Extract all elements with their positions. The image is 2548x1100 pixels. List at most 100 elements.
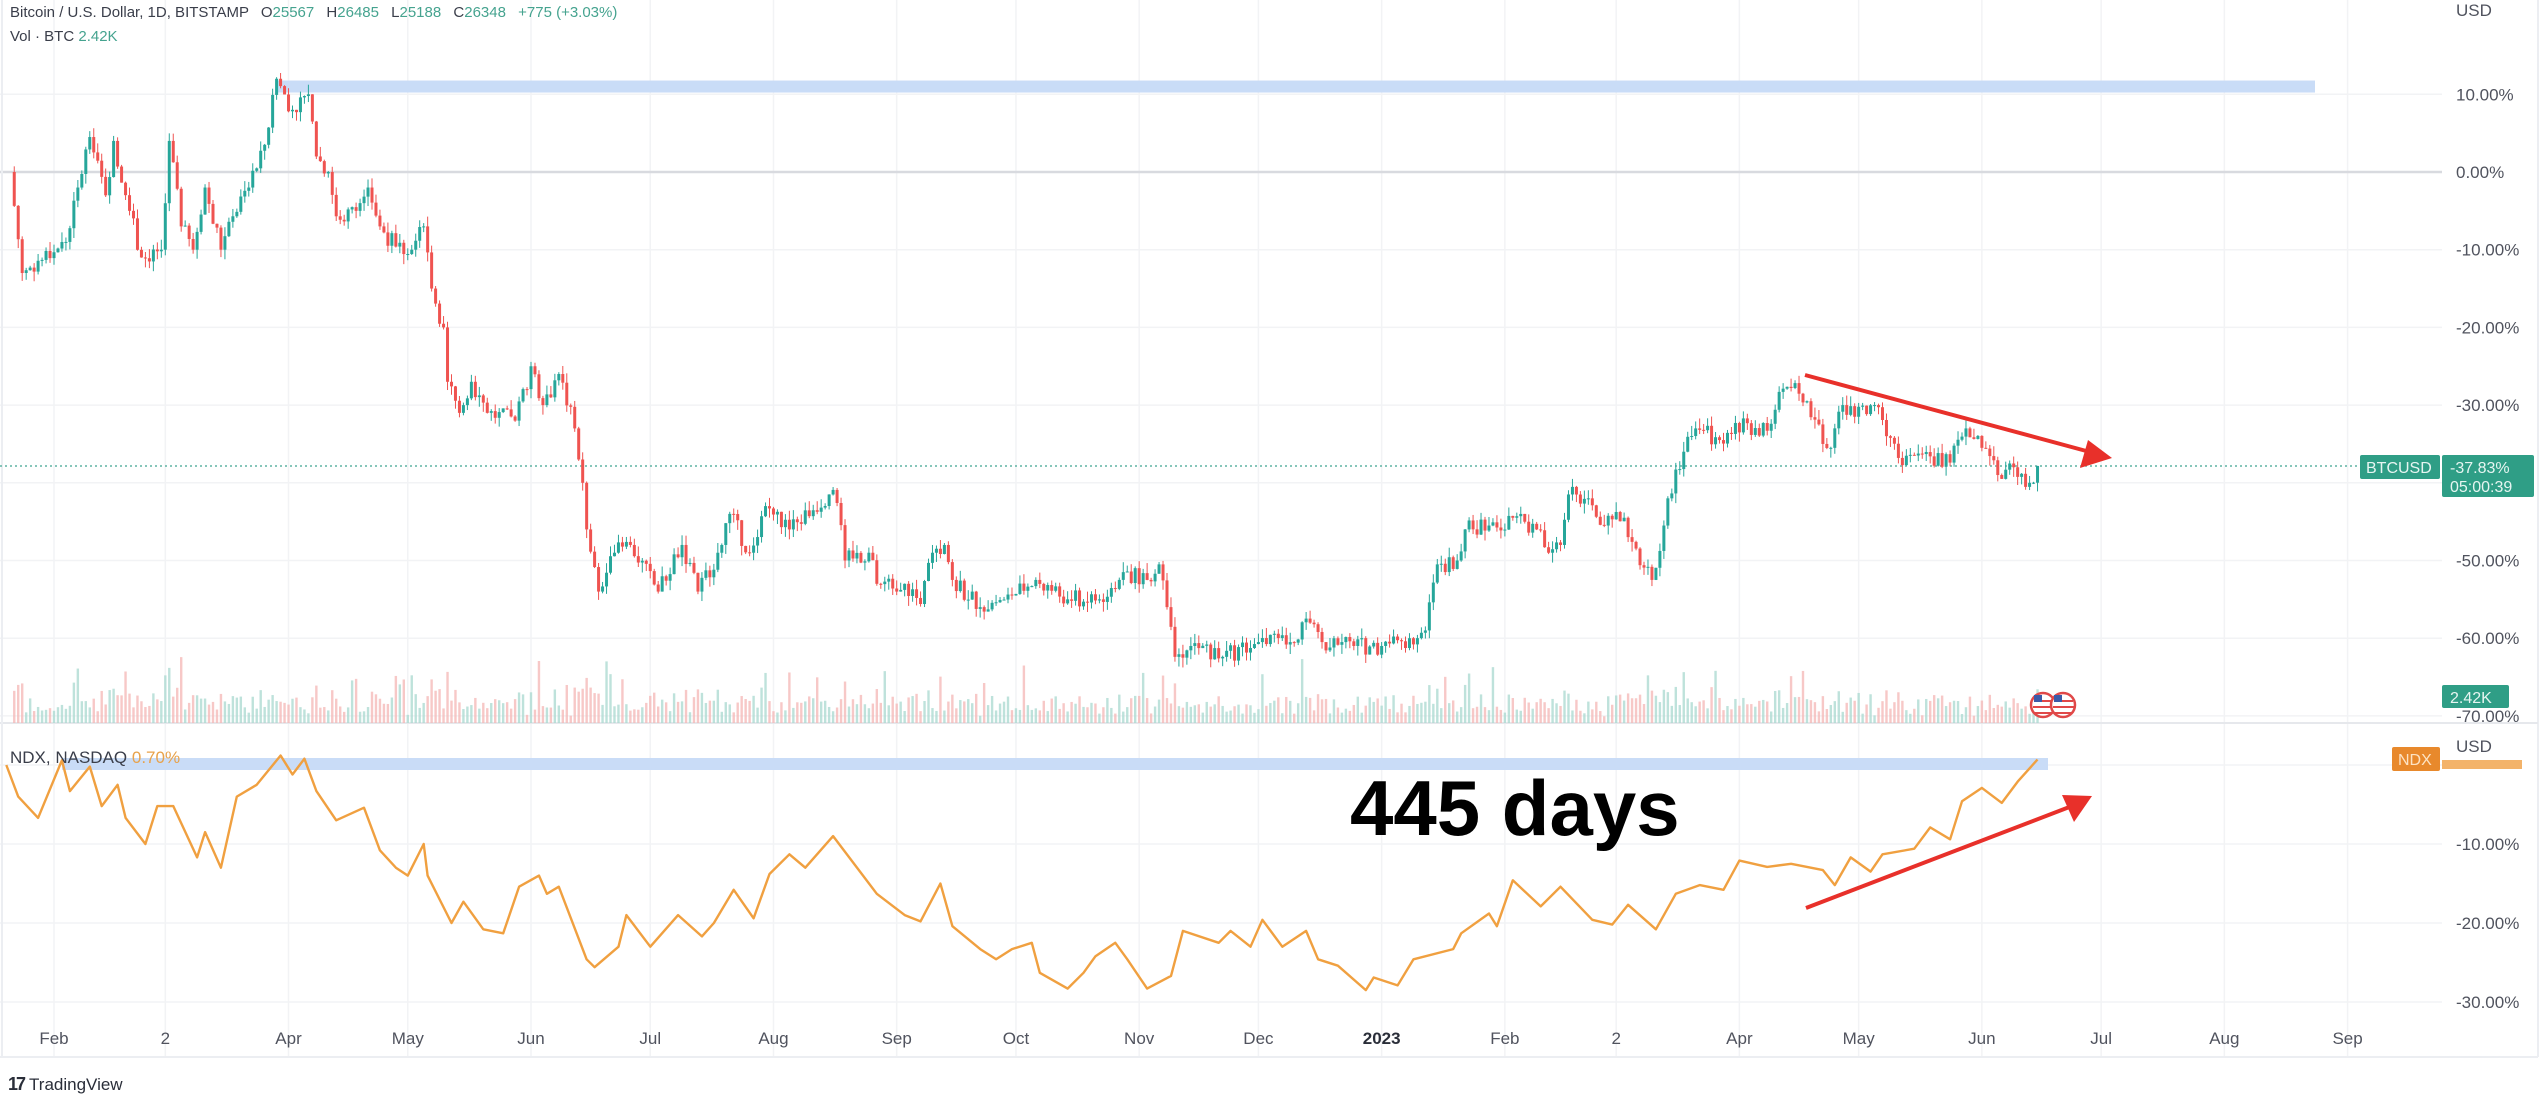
btc-candle [736, 514, 740, 521]
volume-bar [311, 697, 314, 723]
volume-bar [1289, 700, 1292, 723]
lower-price-axis[interactable]: USD -10.00% -20.00% -30.00% [2456, 737, 2519, 1012]
btc-candle [1471, 520, 1475, 530]
volume-bar [1642, 704, 1646, 723]
btc-candle [1614, 511, 1618, 520]
us-flag-icon[interactable] [2049, 691, 2077, 719]
volume-bar [1913, 708, 1916, 723]
btc-candle [708, 570, 712, 578]
volume-bar [1122, 711, 1125, 723]
btc-candle [1177, 654, 1181, 657]
volume-bar [1948, 702, 1952, 723]
volume-bar [899, 701, 902, 723]
volume-bar [605, 661, 608, 723]
volume-bar [1312, 710, 1316, 723]
downtrend-arrow[interactable] [1804, 373, 2112, 468]
btc-candle [1280, 635, 1284, 639]
tradingview-logo[interactable]: 17 TradingView [8, 1074, 123, 1095]
volume-bar [895, 703, 898, 723]
btc-candle [310, 94, 314, 122]
btc-candle [434, 288, 438, 304]
btc-level-band[interactable] [276, 80, 2316, 93]
volume-bar [716, 689, 720, 723]
volume-bar [505, 702, 509, 723]
btc-candle [585, 482, 589, 530]
volume-legend[interactable]: Vol · BTC 2.42K [10, 28, 118, 45]
uptrend-arrow[interactable] [1805, 795, 2092, 910]
ndx-level-band[interactable] [61, 758, 2049, 770]
btc-candle [322, 161, 326, 174]
volume-bar [756, 707, 759, 723]
volume-bar [1038, 710, 1041, 723]
btc-candle [2028, 482, 2032, 487]
btc-candle [155, 249, 159, 252]
btc-candle [787, 519, 791, 530]
volume-bar [617, 704, 620, 723]
volume-bar [943, 710, 946, 723]
volume-bar [1861, 713, 1864, 723]
volume-bar [1853, 700, 1856, 723]
btc-candle [1213, 648, 1217, 660]
volume-bar [1742, 697, 1745, 723]
lower-axis-tick: -20.00% [2456, 914, 2519, 933]
symbol-legend[interactable]: Bitcoin / U.S. Dollar, 1D, BITSTAMP O255… [10, 4, 617, 21]
time-axis[interactable]: Feb 2 Apr May Jun Jul Aug Sep Oct Nov Dec 2023 Feb 2 A… [39, 1029, 2362, 1048]
open-value: 25567 [272, 4, 315, 21]
volume-bar [1527, 702, 1530, 723]
btc-candle [1252, 644, 1256, 649]
btc-candle [1272, 633, 1276, 635]
days-annotation[interactable]: 445 days [1350, 764, 1680, 852]
btc-candle [457, 400, 461, 413]
btc-candle [342, 219, 346, 222]
btc-candle [740, 520, 744, 546]
btc-candle [1877, 405, 1881, 408]
btc-candle [1670, 493, 1674, 499]
btc-candle [1650, 566, 1654, 580]
btc-candle [1578, 494, 1582, 504]
volume-bar [1396, 712, 1399, 723]
volume-bar [1225, 711, 1228, 723]
volume-bar [1030, 709, 1034, 723]
volume-bar [660, 699, 664, 723]
volume-bar [768, 701, 771, 723]
ndx-legend[interactable]: NDX, NASDAQ 0.70% [10, 748, 180, 768]
volume-bar [1992, 708, 1995, 723]
volume-bar [971, 703, 974, 723]
price-axis[interactable]: USD 10.00% 0.00% -10.00% -20.00% -30.00% -50.… [2456, 1, 2519, 726]
volume-bar [339, 706, 342, 723]
volume-bar [1817, 711, 1821, 723]
btc-candle [60, 242, 64, 249]
btc-candle [1507, 515, 1511, 530]
volume-bar [1674, 686, 1677, 723]
volume-bar [354, 678, 358, 723]
btc-candle [461, 405, 465, 413]
btc-candle [1682, 451, 1686, 470]
btc-candle [1857, 406, 1861, 417]
time-axis-tick: Jun [517, 1029, 544, 1048]
btc-candle [970, 591, 974, 600]
btc-candle [1268, 634, 1272, 645]
volume-bar [668, 711, 672, 723]
volume-bar [545, 707, 549, 723]
volume-bar [1972, 715, 1976, 723]
volume-bar [1066, 711, 1069, 723]
volume-bar [819, 701, 823, 723]
btc-candle [517, 401, 521, 421]
volume-bar [867, 708, 871, 723]
volume-bar [1356, 696, 1359, 723]
btc-candle [1590, 498, 1594, 506]
volume-bar [1452, 700, 1455, 723]
btc-candle [263, 144, 267, 151]
btc-candle [609, 556, 612, 573]
volume-bar [1734, 698, 1737, 723]
volume-bar [1177, 706, 1181, 723]
volume-bar [1901, 700, 1904, 723]
btc-candle [1054, 586, 1058, 591]
volume-bar [1273, 700, 1276, 723]
btc-candle [446, 327, 450, 382]
volume-bar [458, 702, 461, 723]
btc-candle [1654, 567, 1658, 580]
btc-candle [473, 381, 477, 398]
volume-bar [863, 704, 867, 723]
